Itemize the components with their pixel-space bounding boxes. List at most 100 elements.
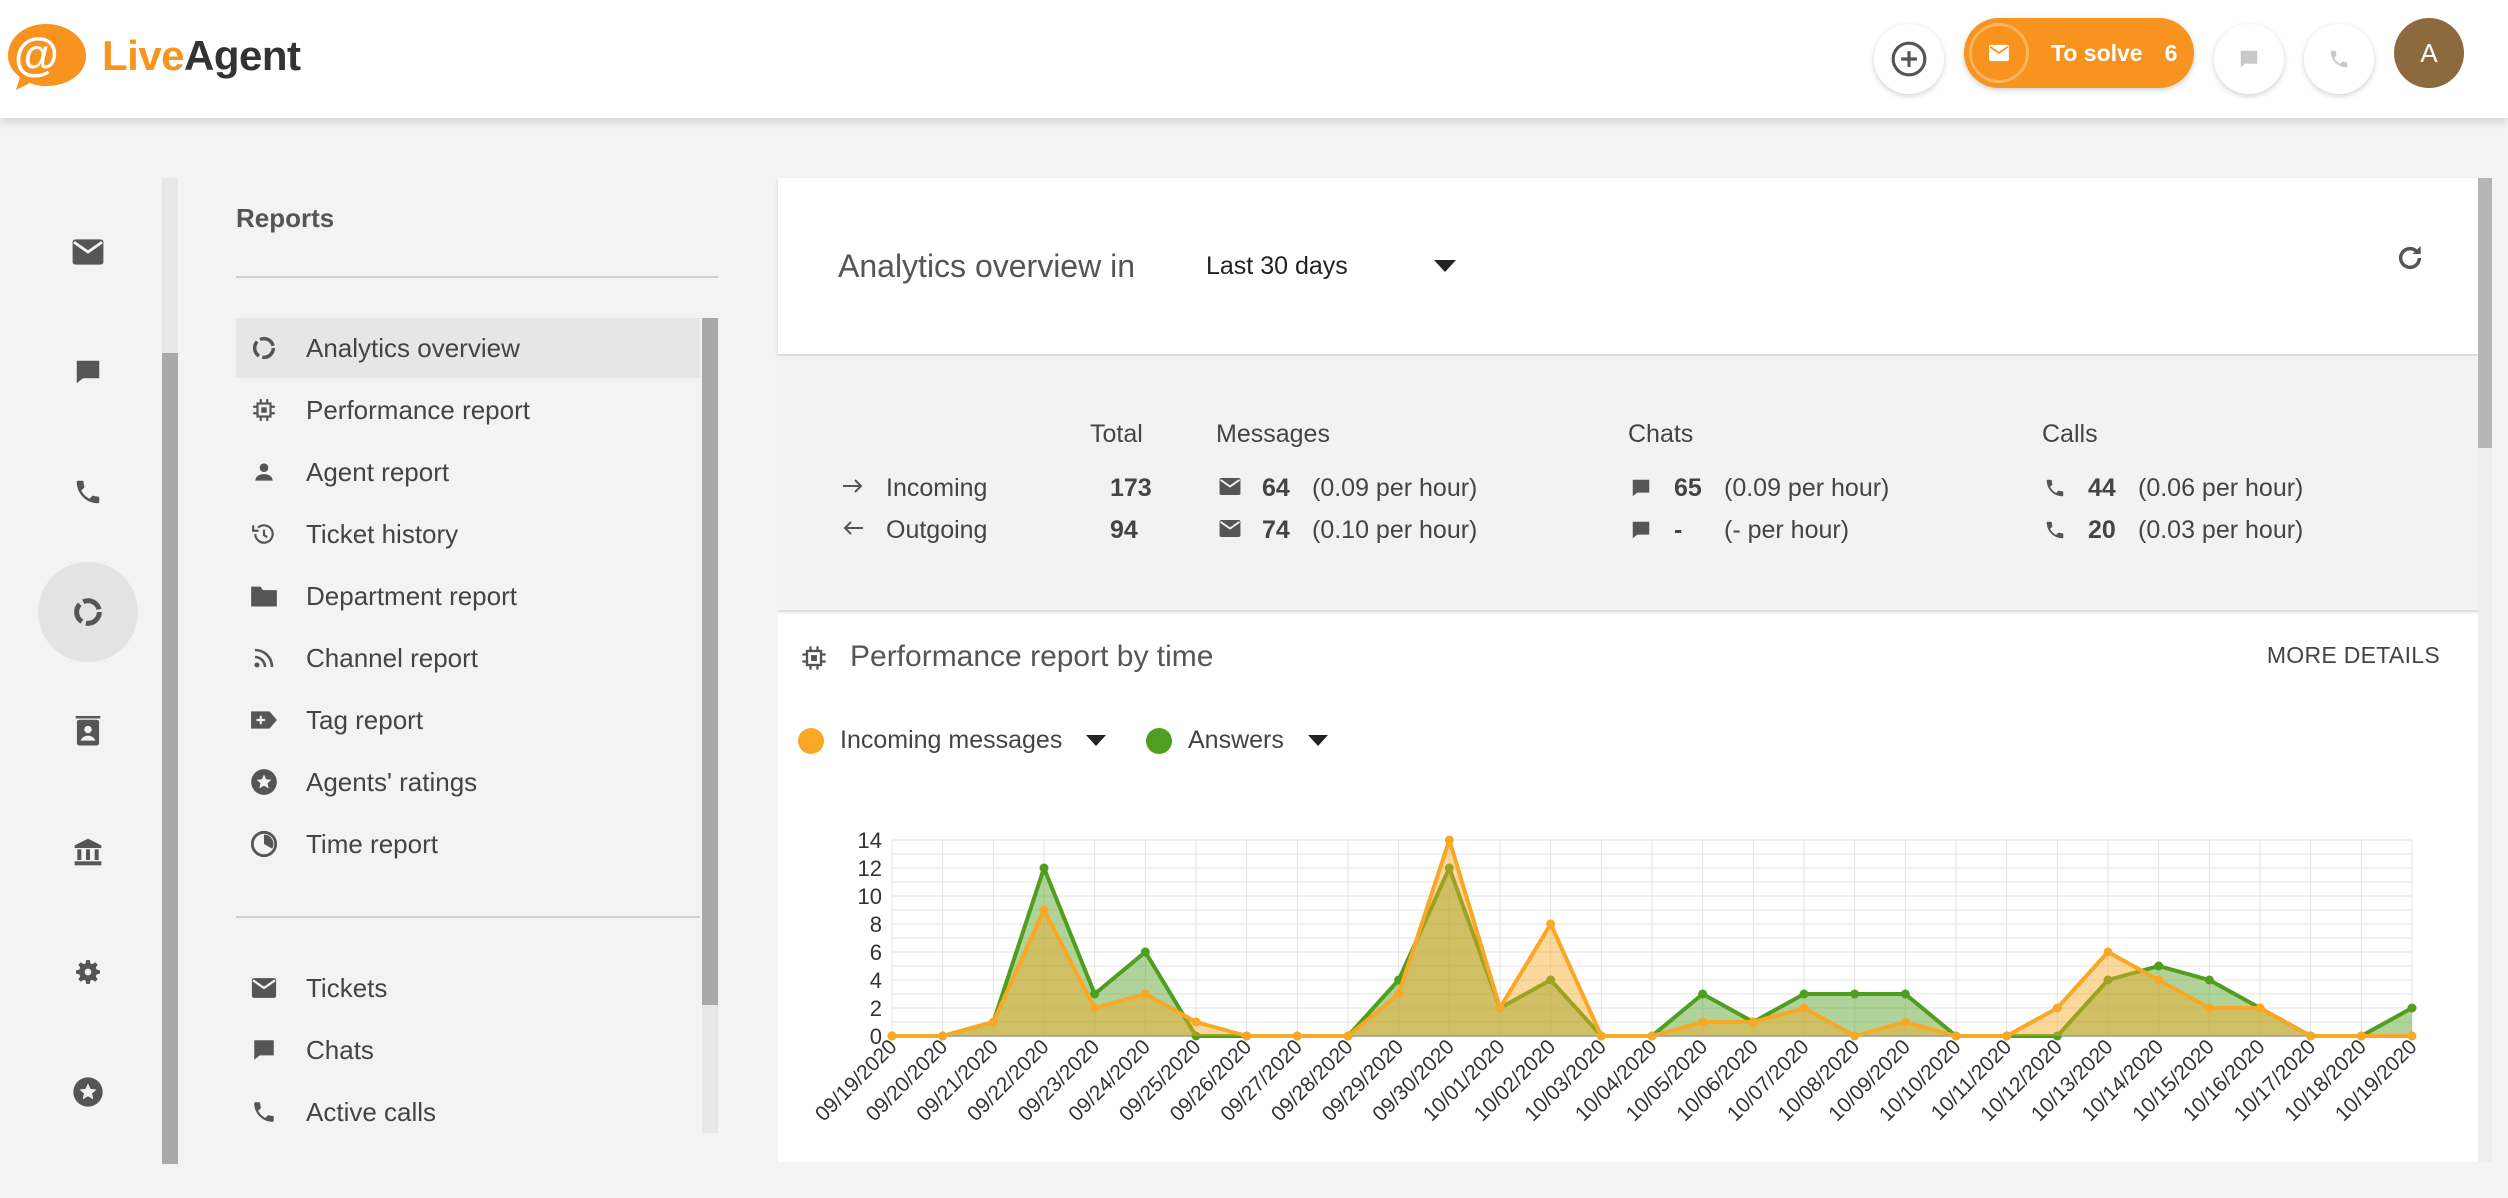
legend-answers[interactable]: Answers bbox=[1146, 726, 1328, 755]
svg-text:@: @ bbox=[14, 28, 59, 80]
star-icon bbox=[73, 1077, 103, 1107]
main-scroll-thumb[interactable] bbox=[2478, 178, 2492, 448]
call-button[interactable] bbox=[2304, 24, 2374, 94]
top-bar: @ LiveAgent To solve 6 A bbox=[0, 0, 2508, 118]
nav-scroll-thumb[interactable] bbox=[702, 318, 718, 1005]
nav-item-channel-report[interactable]: Channel report bbox=[236, 628, 700, 688]
chat-button[interactable] bbox=[2214, 24, 2284, 94]
data-point-answers bbox=[1546, 975, 1556, 985]
incoming-messages-rate: (0.09 per hour) bbox=[1312, 474, 1478, 502]
rail-reports[interactable] bbox=[38, 562, 138, 662]
nav-item-label: Department report bbox=[306, 580, 517, 611]
mail-icon bbox=[251, 978, 277, 998]
user-avatar[interactable]: A bbox=[2394, 18, 2464, 88]
data-point-answers bbox=[1698, 989, 1708, 999]
series-area-answers bbox=[892, 868, 2412, 1036]
arrow-left-icon bbox=[843, 521, 863, 535]
outgoing-messages: 74 bbox=[1262, 516, 1290, 544]
outgoing-calls: 20 bbox=[2088, 516, 2116, 544]
data-point-incoming-messages bbox=[1698, 1017, 1708, 1027]
analytics-icon bbox=[74, 598, 102, 626]
nav-item-performance-report[interactable]: Performance report bbox=[236, 380, 700, 440]
more-details-link[interactable]: MORE DETAILS bbox=[2266, 642, 2440, 668]
chat-icon bbox=[2240, 50, 2258, 68]
chevron-down-icon[interactable] bbox=[1434, 260, 1456, 272]
chevron-down-icon[interactable] bbox=[1307, 735, 1328, 746]
stats-summary: Total Messages Chats Calls Incoming 173 … bbox=[778, 356, 2478, 612]
mail-icon bbox=[1969, 23, 2029, 83]
nav-item-department-report[interactable]: Department report bbox=[236, 566, 700, 626]
data-point-incoming-messages bbox=[2002, 1031, 2012, 1041]
y-tick-label: 14 bbox=[858, 828, 882, 853]
y-tick-label: 12 bbox=[858, 856, 882, 881]
nav-item-tickets[interactable]: Tickets bbox=[236, 958, 700, 1018]
data-point-answers bbox=[1039, 863, 1049, 873]
chat-icon bbox=[254, 1040, 274, 1060]
rail-scrollbar[interactable] bbox=[162, 178, 178, 1164]
add-button[interactable] bbox=[1874, 24, 1944, 94]
y-tick-label: 6 bbox=[870, 940, 882, 965]
arrow-right-icon bbox=[843, 479, 863, 493]
y-tick-label: 0 bbox=[870, 1024, 882, 1049]
chip-icon bbox=[253, 399, 275, 421]
liveagent-logo[interactable]: @ LiveAgent bbox=[6, 20, 301, 92]
gear-icon bbox=[76, 960, 100, 984]
incoming-chats: 65 bbox=[1674, 474, 1702, 502]
main-scrollbar[interactable] bbox=[2478, 178, 2492, 1162]
data-point-incoming-messages bbox=[2255, 1003, 2265, 1013]
refresh-icon[interactable] bbox=[2394, 242, 2426, 274]
nav-item-chats[interactable]: Chats bbox=[236, 1020, 700, 1080]
data-point-answers bbox=[2103, 975, 2113, 985]
legend-incoming-label: Incoming messages bbox=[840, 726, 1063, 754]
data-point-answers bbox=[1850, 989, 1860, 999]
nav-item-tag-report[interactable]: Tag report bbox=[236, 690, 700, 750]
data-point-incoming-messages bbox=[1090, 1003, 1100, 1013]
nav-item-label: Ticket history bbox=[306, 518, 459, 549]
data-point-answers bbox=[1090, 989, 1100, 999]
data-point-incoming-messages bbox=[938, 1031, 948, 1041]
nav-scrollbar[interactable] bbox=[702, 318, 718, 1133]
rail-ratings[interactable] bbox=[38, 1042, 138, 1142]
plus-circle-icon bbox=[1891, 41, 1927, 77]
nav-item-label: Tag report bbox=[306, 704, 424, 735]
chevron-down-icon[interactable] bbox=[1086, 735, 1107, 746]
phone-icon bbox=[2046, 521, 2064, 539]
nav-item-ticket-history[interactable]: Ticket history bbox=[236, 504, 700, 564]
data-point-answers bbox=[2204, 975, 2214, 985]
nav-item-analytics-overview[interactable]: Analytics overview bbox=[236, 318, 700, 378]
rail-scroll-thumb[interactable] bbox=[162, 353, 178, 1164]
chat-icon bbox=[1632, 521, 1650, 539]
logo-bubble-icon: @ bbox=[8, 24, 86, 90]
nav-item-label: Time report bbox=[306, 828, 438, 859]
page-title: Analytics overview in bbox=[838, 248, 1135, 284]
outgoing-messages-rate: (0.10 per hour) bbox=[1312, 516, 1478, 544]
data-point-incoming-messages bbox=[2306, 1031, 2316, 1041]
phone-icon bbox=[254, 1102, 274, 1122]
rail-calls[interactable] bbox=[38, 442, 138, 542]
legend-answers-dot bbox=[1146, 727, 1172, 754]
logo-text: LiveAgent bbox=[102, 32, 301, 79]
rail-chats[interactable] bbox=[38, 322, 138, 422]
rail-contacts[interactable] bbox=[38, 682, 138, 782]
nav-item-agents-ratings[interactable]: Agents' ratings bbox=[236, 752, 700, 812]
nav-item-active-calls[interactable]: Active calls bbox=[236, 1082, 700, 1142]
nav-item-time-report[interactable]: Time report bbox=[236, 814, 700, 874]
nav-item-agent-report[interactable]: Agent report bbox=[236, 442, 700, 502]
outgoing-label: Outgoing bbox=[886, 516, 988, 544]
rail-settings[interactable] bbox=[38, 922, 138, 1022]
col-chats-header: Chats bbox=[1628, 420, 1694, 448]
incoming-calls: 44 bbox=[2088, 474, 2116, 502]
legend-incoming-dot bbox=[798, 727, 824, 754]
legend-incoming[interactable]: Incoming messages bbox=[798, 726, 1107, 755]
data-point-incoming-messages bbox=[1191, 1017, 1201, 1027]
rail-tickets[interactable] bbox=[38, 202, 138, 302]
period-select[interactable]: Last 30 days bbox=[1206, 252, 1348, 280]
history-icon bbox=[252, 524, 274, 544]
col-total-header: Total bbox=[1090, 420, 1143, 448]
data-point-incoming-messages bbox=[1039, 905, 1049, 915]
to-solve-button[interactable]: To solve 6 bbox=[1964, 18, 2194, 88]
rail-knowledgebase[interactable] bbox=[38, 802, 138, 902]
col-calls-header: Calls bbox=[2042, 420, 2098, 448]
outgoing-chats-rate: (- per hour) bbox=[1724, 516, 1850, 544]
to-solve-count: 6 bbox=[2164, 39, 2178, 66]
